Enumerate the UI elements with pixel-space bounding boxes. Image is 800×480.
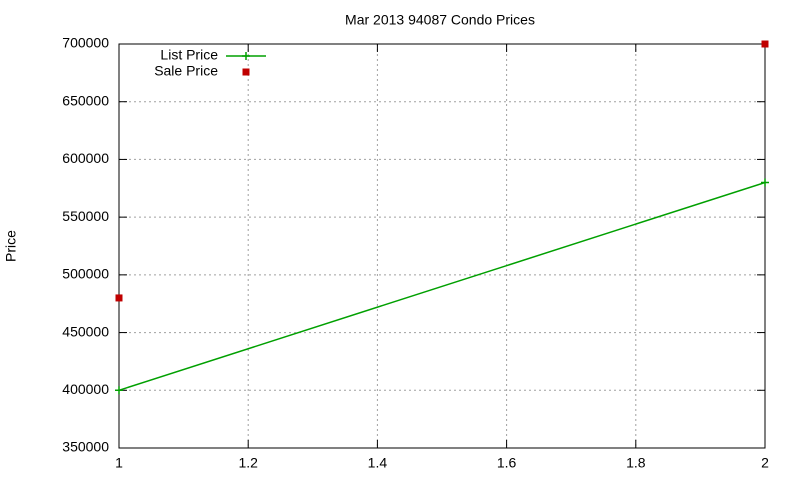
marker — [242, 52, 250, 60]
y-tick-label: 450000 — [62, 323, 109, 339]
y-tick-label: 500000 — [62, 266, 109, 282]
marker — [761, 40, 769, 48]
y-tick-label: 650000 — [62, 92, 109, 108]
legend-label: Sale Price — [154, 63, 218, 79]
x-tick-label: 1.4 — [368, 455, 388, 471]
marker — [761, 178, 769, 187]
marker — [115, 294, 123, 302]
y-tick-label: 600000 — [62, 150, 109, 166]
x-tick-label: 1.6 — [497, 455, 517, 471]
marker — [115, 386, 123, 395]
series-line — [118, 181, 766, 391]
y-tick-label: 350000 — [62, 439, 109, 455]
x-tick-label: 1 — [115, 455, 123, 471]
x-tick-label: 1.8 — [626, 455, 646, 471]
legend-label: List Price — [160, 47, 218, 63]
y-tick-label: 550000 — [62, 208, 109, 224]
plot-border — [118, 43, 766, 449]
marker — [242, 68, 250, 76]
x-tick-label: 1.2 — [238, 455, 258, 471]
x-tick-label: 2 — [761, 455, 769, 471]
y-axis-label: Price — [3, 230, 19, 262]
chart-title: Mar 2013 94087 Condo Prices — [345, 12, 535, 28]
y-tick-label: 400000 — [62, 381, 109, 397]
y-tick-label: 700000 — [62, 35, 109, 51]
